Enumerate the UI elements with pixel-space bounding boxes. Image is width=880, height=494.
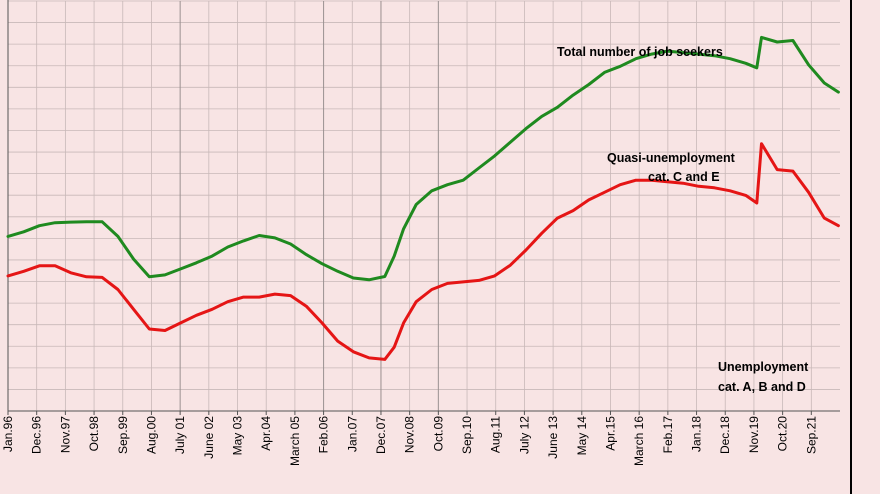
series-group xyxy=(6,35,840,361)
x-tick-label: July 12 xyxy=(517,416,531,454)
series-line-total-job-seekers xyxy=(6,35,840,282)
x-tick-label: Dec.96 xyxy=(30,416,44,454)
annotation-unemployment-line1: Unemployment xyxy=(718,360,809,374)
annotation-unemployment-line2: cat. A, B and D xyxy=(718,380,806,394)
x-tick-label: Jan.07 xyxy=(345,416,359,452)
x-tick-label: Jan.18 xyxy=(690,416,704,452)
x-tick-label: Feb.06 xyxy=(317,416,331,454)
series-line-quasi-unemployment xyxy=(6,142,840,361)
x-tick-label: Oct.09 xyxy=(431,416,445,452)
x-tick-label: Nov.08 xyxy=(403,416,417,453)
x-tick-label: June 02 xyxy=(202,416,216,459)
x-tick-label: May 14 xyxy=(575,416,589,456)
x-tick-label: Nov.97 xyxy=(58,416,72,453)
x-tick-label: Sep.99 xyxy=(116,416,130,454)
annotation-total: Total number of job seekers xyxy=(557,45,723,59)
x-tick-label: Nov.19 xyxy=(747,416,761,453)
x-tick-label: Sep.21 xyxy=(804,416,818,454)
x-tick-label: March 16 xyxy=(632,416,646,466)
annotation-quasi-line1: Quasi-unemployment xyxy=(607,151,736,165)
x-tick-label: Apr.15 xyxy=(603,416,617,451)
x-tick-label: Sep.10 xyxy=(460,416,474,454)
x-axis-ticks: Jan.96 Dec.96 Nov.97 Oct.98 Sep.99 Aug.00 July… xyxy=(1,411,818,466)
x-tick-label: Aug.00 xyxy=(144,416,158,454)
x-tick-label: Dec.07 xyxy=(374,416,388,454)
x-tick-label: Feb.17 xyxy=(661,416,675,454)
x-tick-label: May 03 xyxy=(231,416,245,456)
x-tick-label: Jan.96 xyxy=(1,416,15,452)
x-tick-label: March 05 xyxy=(288,416,302,466)
grid xyxy=(8,0,840,412)
x-tick-label: June 13 xyxy=(546,416,560,459)
plot-area xyxy=(8,1,840,411)
x-tick-label: Oct.20 xyxy=(776,416,790,452)
annotation-quasi-line2: cat. C and E xyxy=(648,170,720,184)
x-tick-label: Apr.04 xyxy=(259,416,273,451)
x-tick-label: Oct.98 xyxy=(87,416,101,452)
x-tick-label: July 01 xyxy=(173,416,187,454)
x-tick-label: Aug.11 xyxy=(489,416,503,453)
x-tick-label: Dec.18 xyxy=(718,416,732,454)
